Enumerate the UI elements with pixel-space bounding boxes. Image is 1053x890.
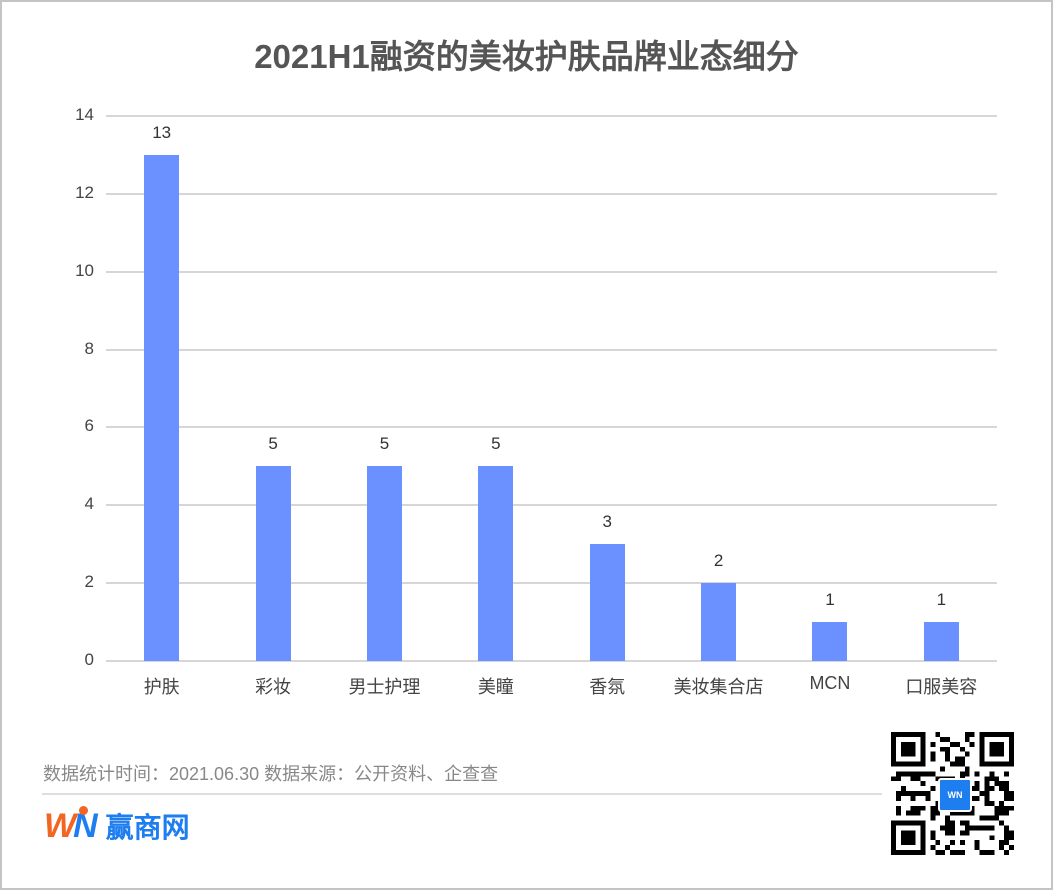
- bar: [255, 466, 291, 661]
- bar: [923, 622, 959, 661]
- y-tick-label: 0: [84, 650, 94, 669]
- bar-value-label: 1: [825, 590, 835, 610]
- bar: [701, 583, 737, 661]
- data-source-note: 数据统计时间：2021.06.30 数据来源：公开资料、企查查: [43, 764, 499, 784]
- y-tick-label: 8: [84, 338, 94, 358]
- x-category-label: 香氛: [589, 677, 626, 697]
- bar: [144, 154, 180, 661]
- y-tick-label: 12: [75, 182, 94, 202]
- gridline: [106, 115, 997, 117]
- logo-dot-icon: [79, 806, 88, 815]
- plot-area: 0 2 4 6 8 10 12 14 13 护肤 5 彩妆 5 男士护理 5 美瞳 3 香氛 2 美妆集合店 1 MCN 1…: [75, 105, 997, 697]
- chart-title: 2021H1融资的美妆护肤品牌业态细分: [254, 38, 799, 75]
- gridline: [106, 660, 997, 662]
- qr-logo-badge: WN: [938, 778, 972, 812]
- bar: [812, 622, 848, 661]
- gridline: [106, 504, 997, 507]
- x-category-label: 彩妆: [255, 677, 292, 697]
- y-tick-label: 14: [75, 105, 94, 124]
- bar: [366, 466, 402, 661]
- gridline: [106, 582, 997, 585]
- brand-name: 赢商网: [105, 812, 190, 843]
- gridline: [106, 426, 997, 429]
- footer-divider: [42, 793, 882, 795]
- bar-value-label: 5: [379, 434, 390, 454]
- x-category-label: MCN: [809, 673, 851, 693]
- x-category-label: 护肤: [143, 677, 180, 697]
- brand-logo: W N 赢商网: [44, 806, 190, 846]
- bar-value-label: 2: [713, 551, 724, 571]
- gridline: [106, 348, 997, 351]
- bar: [478, 466, 514, 661]
- bar: [589, 544, 625, 661]
- y-tick-label: 6: [84, 416, 94, 436]
- bar-value-label: 5: [268, 434, 278, 454]
- gridline: [106, 270, 997, 273]
- y-tick-label: 2: [84, 572, 94, 592]
- bar-value-label: 5: [491, 434, 501, 454]
- x-category-label: 口服美容: [905, 677, 978, 697]
- y-tick-label: 10: [75, 260, 94, 280]
- bar-value-label: 1: [936, 590, 947, 610]
- bar-value-label: 3: [602, 512, 612, 532]
- gridline: [106, 192, 997, 195]
- x-category-label: 美瞳: [477, 677, 514, 697]
- bar-value-label: 13: [152, 122, 172, 142]
- x-category-label: 美妆集合店: [673, 677, 764, 697]
- x-category-label: 男士护理: [348, 677, 421, 697]
- y-tick-label: 4: [84, 494, 94, 514]
- logo-w: W: [44, 806, 76, 845]
